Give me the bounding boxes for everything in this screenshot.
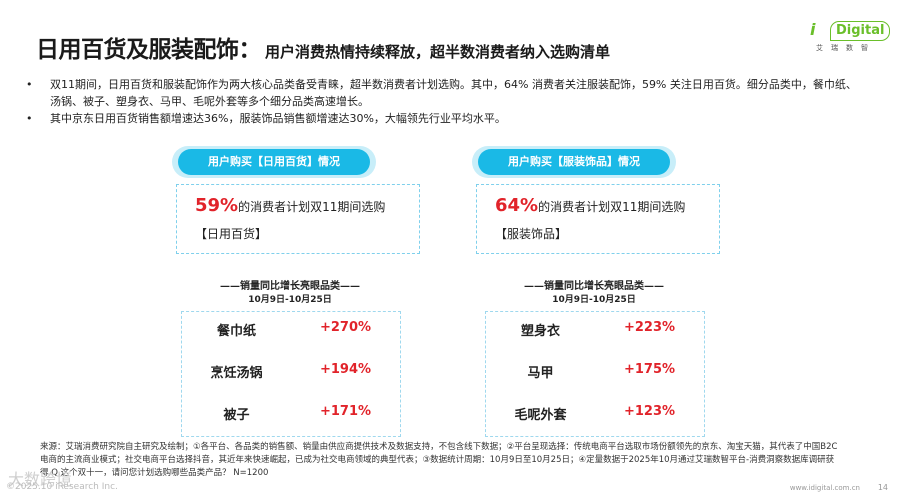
bullet-dot: • (26, 112, 33, 125)
bullet-item: • 双11期间，日用百货和服装配饰作为两大核心品类备受青睐，超半数消费者计划选购… (26, 76, 866, 110)
category-name: 马甲 (527, 366, 554, 381)
growth-table-daily-goods: 餐巾纸 +270% 烹饪汤锅 +194% 被子 +171% (181, 311, 401, 437)
panel-pill-apparel: 用户购买【服装饰品】情况 (472, 146, 676, 178)
page-subtitle: 用户消费热情持续释放，超半数消费者纳入选购清单 (265, 43, 611, 61)
growth-table-apparel: 塑身衣 +223% 马甲 +175% 毛呢外套 +123% (485, 311, 705, 437)
page-number: 14 (877, 483, 888, 492)
stat-percent: 64% (495, 195, 539, 216)
growth-value: +270% (319, 320, 372, 335)
stat-box-daily-goods: 59%的消费者计划双11期间选购 【日用百货】 (176, 184, 420, 254)
table-row: 餐巾纸 +270% (182, 320, 400, 348)
footer-copyright: ©2025.10 iResearch Inc. (6, 482, 118, 492)
table-row: 马甲 +175% (486, 362, 704, 390)
bullet-item: • 其中京东日用百货销售额增速达36%，服装饰品销售额增速达30%，大幅领先行业… (26, 110, 866, 127)
stat-line: 59%的消费者计划双11期间选购 (195, 195, 385, 216)
bullet-text: 双11期间，日用百货和服装配饰作为两大核心品类备受青睐，超半数消费者计划选购。其… (50, 78, 857, 108)
category-name: 烹饪汤锅 (210, 366, 263, 381)
category-name: 塑身衣 (520, 324, 560, 339)
logo-box-text: Digital (830, 21, 891, 41)
bullet-text: 其中京东日用百货销售额增速达36%，服装饰品销售额增速达30%，大幅领先行业平均… (50, 112, 506, 125)
section-date: 10月9日-10月25日 (248, 295, 332, 305)
growth-value: +194% (319, 362, 372, 377)
panel-pill-daily-goods: 用户购买【日用百货】情况 (172, 146, 376, 178)
stat-percent: 59% (195, 195, 239, 216)
footer-website: www.idigital.com.cn (789, 484, 860, 492)
page-title: 日用百货及服装配饰： (36, 37, 262, 63)
stat-text: 的消费者计划双11期间选购 (538, 200, 686, 214)
section-title: ——销量同比增长亮眼品类—— (524, 281, 664, 292)
idigital-logo: i Digital 艾瑞数智 (810, 20, 891, 58)
table-row: 被子 +171% (182, 404, 400, 432)
page-title-row: 日用百货及服装配饰： 用户消费热情持续释放，超半数消费者纳入选购清单 (36, 30, 610, 64)
growth-value: +223% (623, 320, 676, 335)
bullet-dot: • (26, 78, 33, 91)
logo-mark: i (810, 20, 816, 39)
source-note: 来源：艾瑞消费研究院自主研究及绘制；①各平台、各品类的销售额、销量由供应商提供技… (40, 442, 838, 478)
table-row: 毛呢外套 +123% (486, 404, 704, 432)
category-name: 餐巾纸 (216, 324, 256, 339)
stat-line: 64%的消费者计划双11期间选购 (495, 195, 685, 216)
category-name: 毛呢外套 (514, 408, 567, 423)
stat-text: 的消费者计划双11期间选购 (238, 200, 386, 214)
category-name: 被子 (223, 408, 250, 423)
growth-value: +123% (623, 404, 676, 419)
stat-box-apparel: 64%的消费者计划双11期间选购 【服装饰品】 (476, 184, 720, 254)
logo-cn-text: 艾瑞数智 (816, 44, 876, 52)
section-title: ——销量同比增长亮眼品类—— (220, 281, 360, 292)
growth-value: +175% (623, 362, 676, 377)
stat-category: 【服装饰品】 (495, 227, 568, 241)
bullet-list: • 双11期间，日用百货和服装配饰作为两大核心品类备受青睐，超半数消费者计划选购… (26, 76, 866, 127)
table-row: 塑身衣 +223% (486, 320, 704, 348)
stat-category: 【日用百货】 (195, 227, 268, 241)
growth-value: +171% (319, 404, 372, 419)
section-date: 10月9日-10月25日 (552, 295, 636, 305)
watermark-text: 大数跨境 (8, 470, 73, 489)
table-row: 烹饪汤锅 +194% (182, 362, 400, 390)
